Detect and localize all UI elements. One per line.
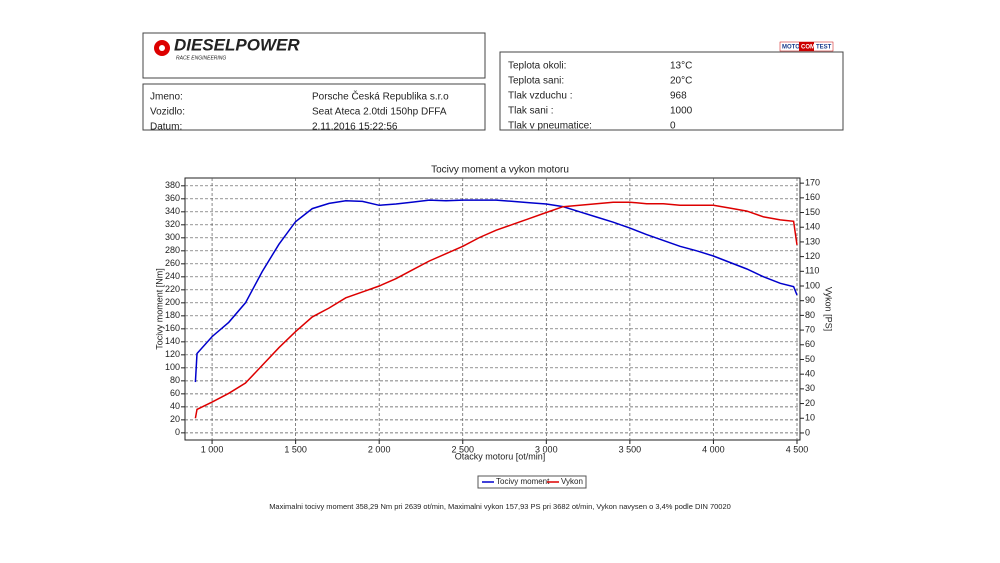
condition-label: Tlak vzduchu :: [508, 91, 572, 102]
condition-value: 20°C: [670, 76, 692, 87]
y-tick-label: 140: [165, 336, 180, 346]
condition-label: Teplota okoli:: [508, 61, 566, 72]
condition-value: 13°C: [670, 61, 692, 72]
field-label: Jmeno:: [150, 92, 183, 103]
logo-icon-core: [159, 45, 165, 51]
y-tick-label: 100: [165, 362, 180, 372]
y2-tick-label: 160: [805, 192, 820, 202]
y2-tick-label: 40: [805, 369, 815, 379]
y-tick-label: 280: [165, 245, 180, 255]
series-line: [194, 199, 798, 383]
y2-axis-label: Vykon [PS]: [824, 287, 834, 331]
y2-tick-label: 120: [805, 251, 820, 261]
y2-tick-label: 170: [805, 178, 820, 188]
y2-tick-label: 90: [805, 295, 815, 305]
info-box: [142, 83, 486, 131]
y-axis-label: Tocivy moment [Nm]: [154, 268, 164, 350]
y2-tick-label: 130: [805, 236, 820, 246]
brand-sub: RACE ENGINEERING: [176, 55, 226, 61]
y2-tick-label: 70: [805, 324, 815, 334]
condition-value: 968: [670, 91, 687, 102]
y-tick-label: 40: [170, 401, 180, 411]
y-tick-label: 20: [170, 414, 180, 424]
y2-tick-label: 110: [805, 266, 819, 276]
y2-tick-label: 60: [805, 339, 815, 349]
y-tick-label: 120: [165, 349, 180, 359]
x-tick-label: 3 000: [535, 444, 558, 454]
chart-title: Tocivy moment a vykon motoru: [431, 165, 569, 176]
x-axis-label: Otacky motoru [ot/min]: [455, 451, 546, 461]
y-tick-label: 200: [165, 297, 180, 307]
field-label: Vozidlo:: [150, 107, 185, 118]
legend: [477, 475, 587, 489]
x-tick-label: 1 500: [284, 444, 307, 454]
legend-label: Tocivy moment: [496, 477, 550, 486]
y-tick-label: 300: [165, 232, 180, 242]
y-tick-label: 260: [165, 258, 180, 268]
badge-text: COM: [801, 45, 815, 51]
y2-tick-label: 80: [805, 310, 815, 320]
y-tick-label: 220: [165, 284, 180, 294]
series-line: [194, 201, 798, 419]
y-tick-label: 380: [165, 180, 180, 190]
badge-text: TEST: [816, 45, 832, 51]
field-value: 2.11.2016 15:22:56: [312, 122, 398, 133]
logo-box: [142, 32, 486, 79]
x-tick-label: 1 000: [201, 444, 224, 454]
y-tick-label: 60: [170, 388, 180, 398]
y2-tick-label: 0: [805, 427, 810, 437]
y-tick-label: 80: [170, 375, 180, 385]
condition-label: Teplota sani:: [508, 76, 564, 87]
y-tick-label: 0: [175, 427, 180, 437]
condition-label: Tlak sani :: [508, 106, 554, 117]
y-tick-label: 340: [165, 206, 180, 216]
footnote: Maximalni tocivy moment 358,29 Nm pri 26…: [269, 502, 731, 511]
y-tick-label: 180: [165, 310, 180, 320]
x-tick-label: 3 500: [619, 444, 642, 454]
condition-value: 1000: [670, 106, 693, 117]
x-tick-label: 4 500: [786, 444, 809, 454]
y2-tick-label: 100: [805, 280, 820, 290]
y2-tick-label: 150: [805, 207, 820, 217]
x-tick-label: 2 500: [451, 444, 474, 454]
legend-label: Vykon: [561, 477, 583, 486]
badge-text: MOTO: [782, 45, 800, 51]
y-tick-label: 320: [165, 219, 180, 229]
field-value: Porsche Česká Republika s.r.o: [312, 90, 449, 103]
x-tick-label: 4 000: [702, 444, 725, 454]
field-value: Seat Ateca 2.0tdi 150hp DFFA: [312, 107, 447, 118]
condition-value: 0: [670, 121, 676, 132]
field-label: Datum:: [150, 122, 182, 133]
brand: DIESELPOWER: [174, 35, 300, 54]
y-tick-label: 240: [165, 271, 180, 281]
badge-mid: [799, 42, 814, 51]
y2-tick-label: 10: [805, 413, 815, 423]
y2-tick-label: 30: [805, 383, 815, 393]
y2-tick-label: 140: [805, 222, 820, 232]
y-tick-label: 360: [165, 193, 180, 203]
plot-frame: [184, 177, 801, 441]
y-tick-label: 160: [165, 323, 180, 333]
y2-tick-label: 20: [805, 398, 815, 408]
y2-tick-label: 50: [805, 354, 815, 364]
conditions-box: [499, 51, 844, 131]
x-tick-label: 2 000: [368, 444, 391, 454]
condition-label: Tlak v pneumatice:: [508, 121, 592, 132]
